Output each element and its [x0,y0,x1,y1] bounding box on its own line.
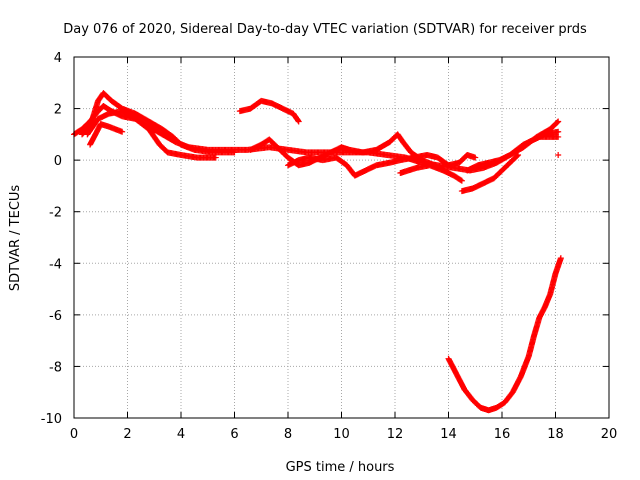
y-tick-label: -6 [49,309,62,324]
x-tick-label: 8 [284,427,292,442]
data-point [457,177,464,184]
data-point [295,118,302,125]
data-point [554,119,561,126]
data-points [71,90,564,414]
data-point [515,151,522,158]
chart-title: Day 076 of 2020, Sidereal Day-to-day VTE… [63,22,587,37]
data-point [557,255,564,262]
data-point [212,154,219,161]
x-tick-label: 16 [494,427,511,442]
y-tick-label: -8 [49,360,62,375]
x-tick-label: 18 [547,427,564,442]
data-point [555,128,562,135]
data-point [514,152,521,159]
axis-ticks: 0 2 4 6 8 10 12 14 16 18 20 -10 -8 -6 -4 -2 0 2 4 [41,51,618,442]
data-point [555,151,562,158]
data-point [472,154,479,161]
data-point [555,118,562,125]
data-point [231,149,238,156]
x-tick-label: 6 [230,427,238,442]
data-point [119,128,126,135]
grid-lines [74,57,609,418]
y-tick-label: -4 [49,257,62,272]
data-point [295,117,302,124]
x-tick-label: 10 [333,427,350,442]
y-tick-label: -2 [49,206,62,221]
y-tick-label: 2 [54,103,62,118]
x-tick-label: 4 [177,427,185,442]
y-tick-label: 0 [54,154,62,169]
y-tick-label: -10 [41,412,62,427]
x-axis-label: GPS time / hours [286,460,395,475]
x-tick-label: 20 [601,427,618,442]
x-tick-label: 14 [440,427,457,442]
x-tick-label: 2 [123,427,131,442]
y-axis-label: SDTVAR / TECUs [8,185,23,292]
y-tick-label: 4 [54,51,62,66]
x-tick-label: 12 [387,427,404,442]
x-tick-label: 0 [70,427,78,442]
data-point [458,177,465,184]
data-point [555,133,562,140]
